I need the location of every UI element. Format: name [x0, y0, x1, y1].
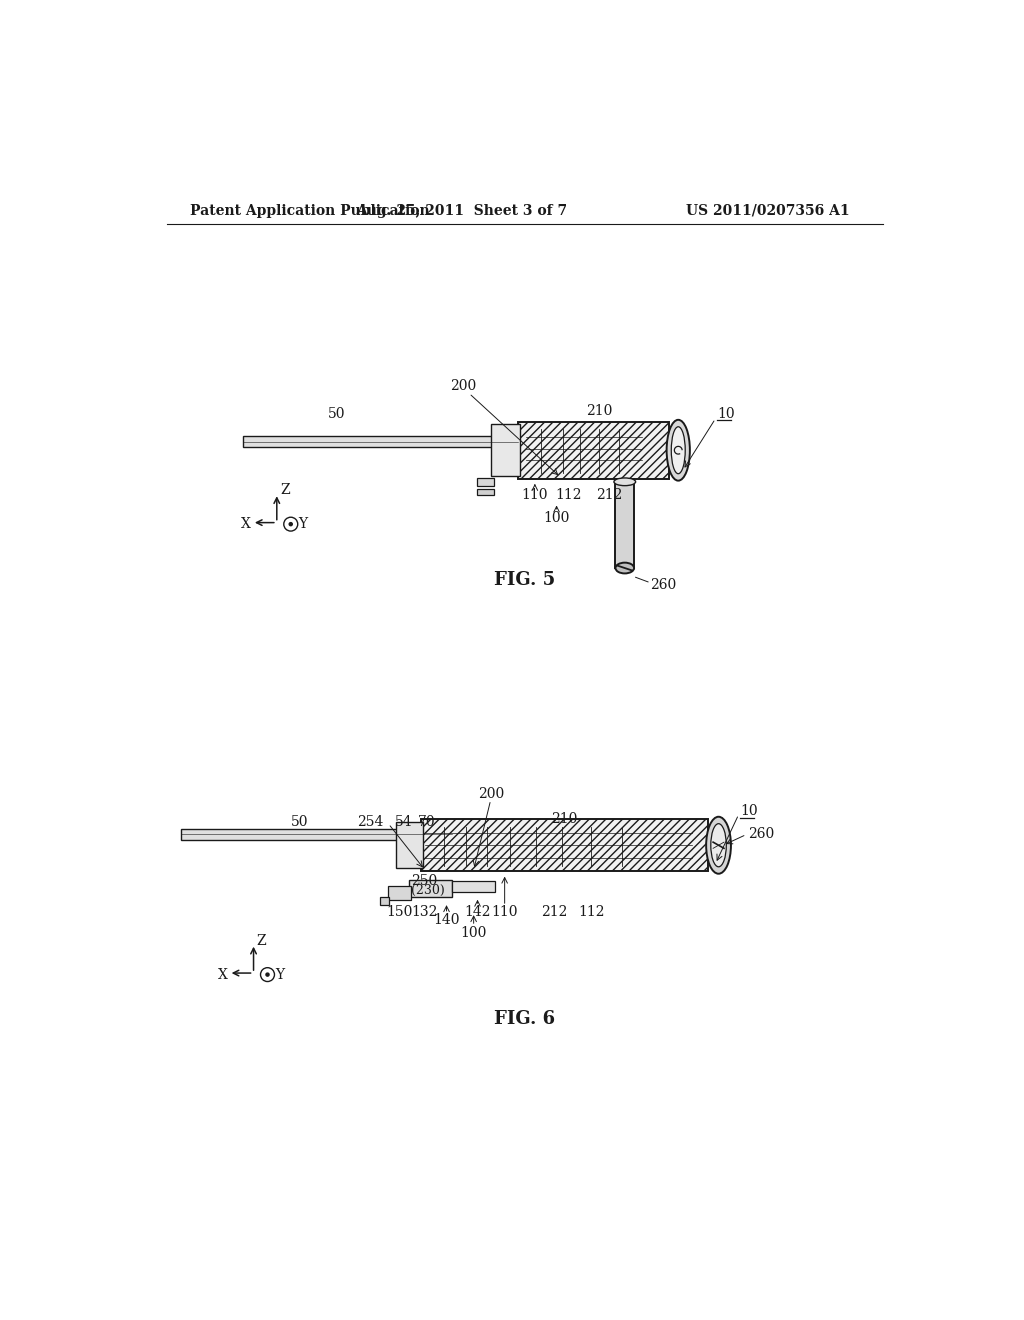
Bar: [518, 422, 669, 479]
Bar: [410, 880, 452, 896]
Text: Y: Y: [299, 517, 307, 531]
Text: 200: 200: [477, 787, 504, 801]
Text: 210: 210: [586, 404, 612, 418]
Ellipse shape: [707, 817, 731, 874]
Circle shape: [284, 517, 298, 531]
Bar: [380, 896, 389, 904]
Text: FIG. 5: FIG. 5: [495, 572, 555, 589]
Bar: [243, 437, 518, 447]
Text: 50: 50: [291, 816, 308, 829]
Bar: [421, 818, 708, 871]
Text: Z: Z: [257, 933, 266, 948]
Text: 100: 100: [461, 927, 486, 940]
Ellipse shape: [667, 420, 690, 480]
Text: 140: 140: [433, 913, 460, 927]
Text: 10: 10: [740, 804, 758, 818]
Text: FIG. 6: FIG. 6: [495, 1010, 555, 1028]
Text: (230): (230): [411, 884, 444, 898]
Circle shape: [260, 968, 274, 982]
Text: 132: 132: [412, 906, 438, 919]
Ellipse shape: [711, 824, 726, 867]
Text: 254: 254: [357, 816, 384, 829]
Circle shape: [289, 523, 292, 525]
Text: 212: 212: [596, 488, 623, 502]
Bar: [518, 422, 669, 479]
Text: 260: 260: [748, 828, 774, 841]
Text: 210: 210: [551, 812, 578, 826]
Text: 260: 260: [649, 578, 676, 591]
Ellipse shape: [672, 426, 685, 474]
Text: 70: 70: [419, 816, 436, 829]
Text: 142: 142: [464, 906, 490, 919]
Ellipse shape: [615, 562, 634, 573]
Circle shape: [266, 973, 269, 977]
Text: X: X: [218, 968, 227, 982]
Bar: [388, 886, 411, 900]
Bar: [490, 424, 520, 475]
Text: Patent Application Publication: Patent Application Publication: [190, 203, 430, 218]
Text: 110: 110: [492, 906, 518, 919]
Text: 112: 112: [555, 488, 582, 502]
Text: 110: 110: [521, 488, 548, 502]
Bar: [396, 822, 423, 869]
Text: 250: 250: [411, 874, 437, 888]
Text: 10: 10: [717, 407, 734, 421]
Text: US 2011/0207356 A1: US 2011/0207356 A1: [686, 203, 850, 218]
Ellipse shape: [614, 478, 636, 486]
Bar: [477, 488, 494, 495]
Text: Z: Z: [280, 483, 290, 498]
Text: 100: 100: [544, 511, 569, 525]
Text: 150: 150: [386, 906, 413, 919]
Bar: [180, 829, 452, 840]
Bar: [421, 818, 708, 871]
Bar: [615, 479, 634, 568]
Bar: [477, 478, 494, 486]
Text: X: X: [241, 517, 251, 531]
Text: 112: 112: [579, 906, 605, 919]
Text: 212: 212: [541, 906, 567, 919]
Text: 50: 50: [328, 407, 345, 421]
Text: 54: 54: [395, 816, 413, 829]
Text: Y: Y: [275, 968, 285, 982]
Text: 200: 200: [450, 379, 476, 392]
Bar: [452, 880, 495, 892]
Text: Aug. 25, 2011  Sheet 3 of 7: Aug. 25, 2011 Sheet 3 of 7: [355, 203, 567, 218]
